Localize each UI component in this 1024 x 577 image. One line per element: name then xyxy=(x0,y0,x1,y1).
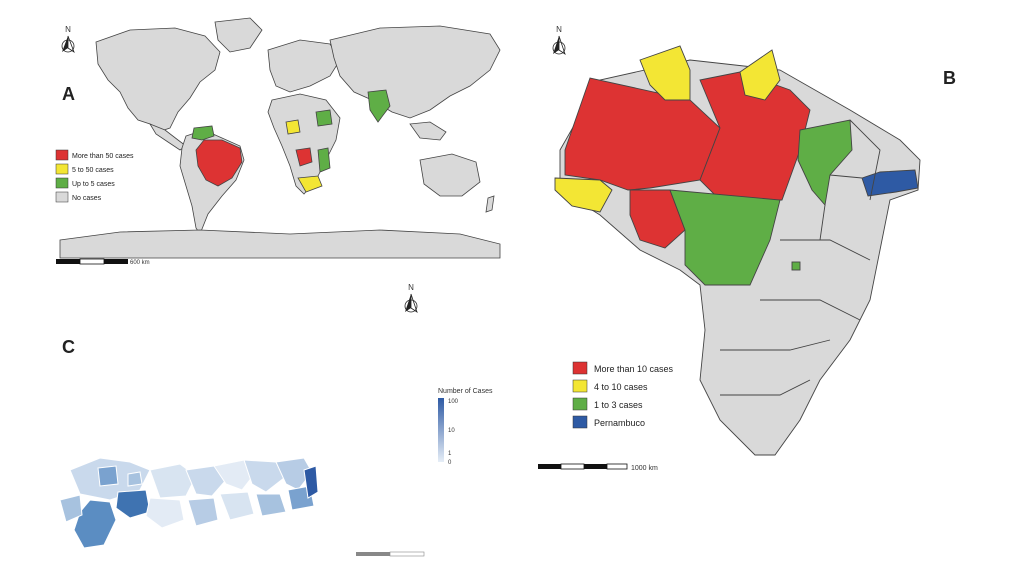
state-amapa xyxy=(739,49,781,101)
svg-text:N: N xyxy=(556,25,562,34)
world-continents xyxy=(59,17,501,259)
europe xyxy=(267,39,341,93)
svg-text:More than 50 cases: More than 50 cases xyxy=(72,153,134,160)
state-mato-grosso xyxy=(669,189,781,286)
svg-text:1000 km: 1000 km xyxy=(631,465,658,472)
india-world xyxy=(367,89,391,123)
north-arrow-b: N xyxy=(552,25,566,55)
legend-brazil: More than 10 cases 4 to 10 cases 1 to 3 … xyxy=(572,361,674,429)
australia xyxy=(419,153,481,197)
svg-text:4 to 10 cases: 4 to 10 cases xyxy=(594,382,648,392)
legend-brazil-item: Pernambuco xyxy=(572,415,645,429)
north-arrow-c: N xyxy=(404,283,418,313)
svg-text:Up to 5 cases: Up to 5 cases xyxy=(72,181,115,188)
svg-text:600 km: 600 km xyxy=(130,260,150,266)
svg-text:More than 10 cases: More than 10 cases xyxy=(594,364,674,374)
svg-text:No cases: No cases xyxy=(72,195,102,202)
scalebar-c xyxy=(356,551,425,557)
legend-world-item: 5 to 50 cases xyxy=(55,163,114,175)
legend-world-item: Up to 5 cases xyxy=(55,177,115,189)
colorbar: Number of Cases 100 10 1 0 xyxy=(438,388,493,466)
scalebar-a: 600 km xyxy=(56,258,150,266)
svg-text:N: N xyxy=(408,283,414,292)
south-africa-world xyxy=(297,175,323,193)
legend-brazil-item: 4 to 10 cases xyxy=(572,379,648,393)
pernambuco-municipalities xyxy=(59,457,319,549)
north-america xyxy=(95,27,221,133)
svg-text:1 to 3 cases: 1 to 3 cases xyxy=(594,400,643,410)
new-zealand xyxy=(485,195,495,213)
colombia-world xyxy=(191,125,215,141)
panel-label-c: C xyxy=(62,337,75,357)
brazil-world xyxy=(195,139,243,187)
legend-world-item: No cases xyxy=(55,191,102,203)
north-arrow-a: N xyxy=(61,25,75,54)
mozambique-world xyxy=(317,147,331,173)
colorbar-tick: 10 xyxy=(448,428,455,434)
panel-a-world-map: N A More than 50 cases 5 to 50 cases Up … xyxy=(55,17,501,266)
colorbar-tick: 0 xyxy=(448,460,452,466)
state-acre xyxy=(554,177,613,213)
asia xyxy=(329,25,501,119)
panel-label-b: B xyxy=(943,68,956,88)
panel-label-a: A xyxy=(62,84,75,104)
legend-brazil-item: 1 to 3 cases xyxy=(572,397,643,411)
legend-world: More than 50 cases 5 to 50 cases Up to 5… xyxy=(55,149,134,203)
state-pernambuco xyxy=(861,169,919,197)
state-amazonas xyxy=(564,77,721,191)
southeast-asia xyxy=(409,121,447,141)
panel-b-brazil-map: N xyxy=(552,25,921,456)
svg-text:5 to 50 cases: 5 to 50 cases xyxy=(72,167,114,174)
nigeria-world xyxy=(285,119,301,135)
svg-text:N: N xyxy=(65,25,71,34)
colorbar-tick: 1 xyxy=(448,451,452,457)
state-roraima xyxy=(639,45,691,101)
colorbar-tick: 100 xyxy=(448,399,459,405)
legend-world-item: More than 50 cases xyxy=(55,149,134,161)
scalebar-b: 1000 km xyxy=(538,463,658,472)
ethiopia-world xyxy=(315,109,333,127)
state-distrito-federal xyxy=(791,261,801,271)
angola-world xyxy=(295,147,313,167)
svg-text:Pernambuco: Pernambuco xyxy=(594,418,645,428)
antarctica xyxy=(59,229,501,259)
state-maranhao xyxy=(797,119,853,207)
greenland xyxy=(214,17,263,53)
colorbar-title: Number of Cases xyxy=(438,388,493,395)
legend-brazil-item: More than 10 cases xyxy=(572,361,674,375)
